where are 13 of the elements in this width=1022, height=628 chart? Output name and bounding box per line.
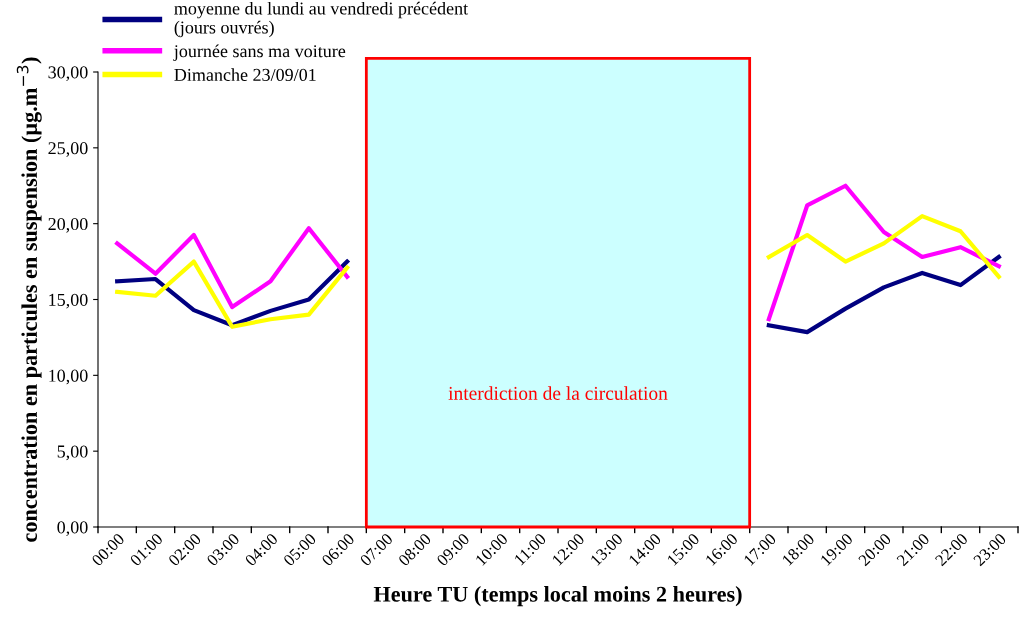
y-axis-title: concentration en particules en suspension (µg.m$^{−3}$) — [16, 57, 42, 542]
legend-label: journée sans ma voiture — [173, 44, 346, 61]
y-tick-label: 0,00 — [57, 521, 88, 537]
legend-label: Dimanche 23/09/01 — [174, 68, 316, 81]
x-axis-title: Heure TU (temps local moins 2 heures) — [373, 586, 742, 607]
y-tick-label: 30,00 — [48, 66, 88, 82]
y-tick-label: 15,00 — [49, 293, 88, 309]
legend-label: moyenne du lundi au vendredi précédent (jours ouvrés) — [174, 1, 469, 38]
y-tick-label: 5,00 — [57, 445, 88, 461]
y-tick-label: 25,00 — [48, 142, 88, 157]
y-tick-label: 10,00 — [49, 369, 88, 385]
y-tick-label: 20,00 — [48, 217, 88, 233]
band-label: interdiction de la circulation — [448, 386, 668, 400]
